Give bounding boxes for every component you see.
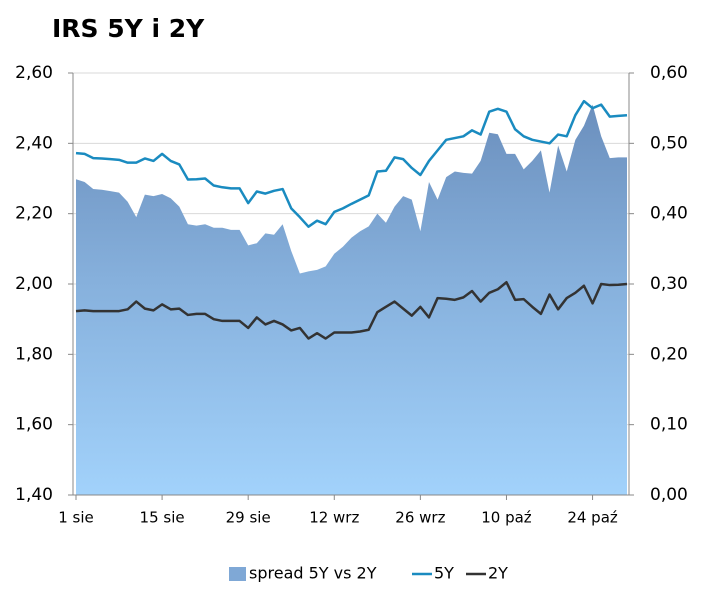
legend-label: 2Y	[488, 564, 508, 583]
y-tick-label: 1,40	[15, 485, 53, 505]
spread-area	[76, 104, 627, 496]
y-tick-label: 2,40	[15, 133, 53, 153]
plot	[75, 99, 628, 496]
y-tick-label: 2,20	[15, 204, 53, 224]
legend-swatch	[229, 567, 246, 581]
y2-tick-label: 0,60	[650, 63, 688, 83]
y-tick-label: 2,00	[15, 274, 53, 294]
x-tick-label: 26 wrz	[395, 509, 445, 527]
x-tick-label: 15 sie	[140, 509, 185, 527]
y2-tick-label: 0,10	[650, 415, 688, 435]
y2-tick-label: 0,00	[650, 485, 688, 505]
series-line	[75, 280, 628, 340]
y2-tick-label: 0,30	[650, 274, 688, 294]
series-line	[75, 99, 628, 228]
legend-label: spread 5Y vs 2Y	[249, 564, 377, 583]
y2-tick-label: 0,40	[650, 204, 688, 224]
x-tick-label: 10 paź	[481, 509, 532, 527]
x-tick-label: 1 sie	[58, 509, 94, 527]
y2-tick-label: 0,20	[650, 344, 688, 364]
chart-title: IRS 5Y i 2Y	[52, 14, 205, 43]
x-tick-label: 12 wrz	[309, 509, 359, 527]
y-tick-label: 1,80	[15, 344, 53, 364]
axes: 1,40 1,60 1,80 2,00 2,20 2,40 2,60 0,00 0,10 0,20…	[15, 63, 688, 527]
y-tick-label: 1,60	[15, 415, 53, 435]
x-tick-label: 29 sie	[226, 509, 271, 527]
legend: spread 5Y vs 2Y 5Y 2Y	[229, 564, 508, 583]
legend-label: 5Y	[434, 564, 454, 583]
x-tick-label: 24 paź	[567, 509, 618, 527]
y2-tick-label: 0,50	[650, 133, 688, 153]
y-tick-label: 2,60	[15, 63, 53, 83]
